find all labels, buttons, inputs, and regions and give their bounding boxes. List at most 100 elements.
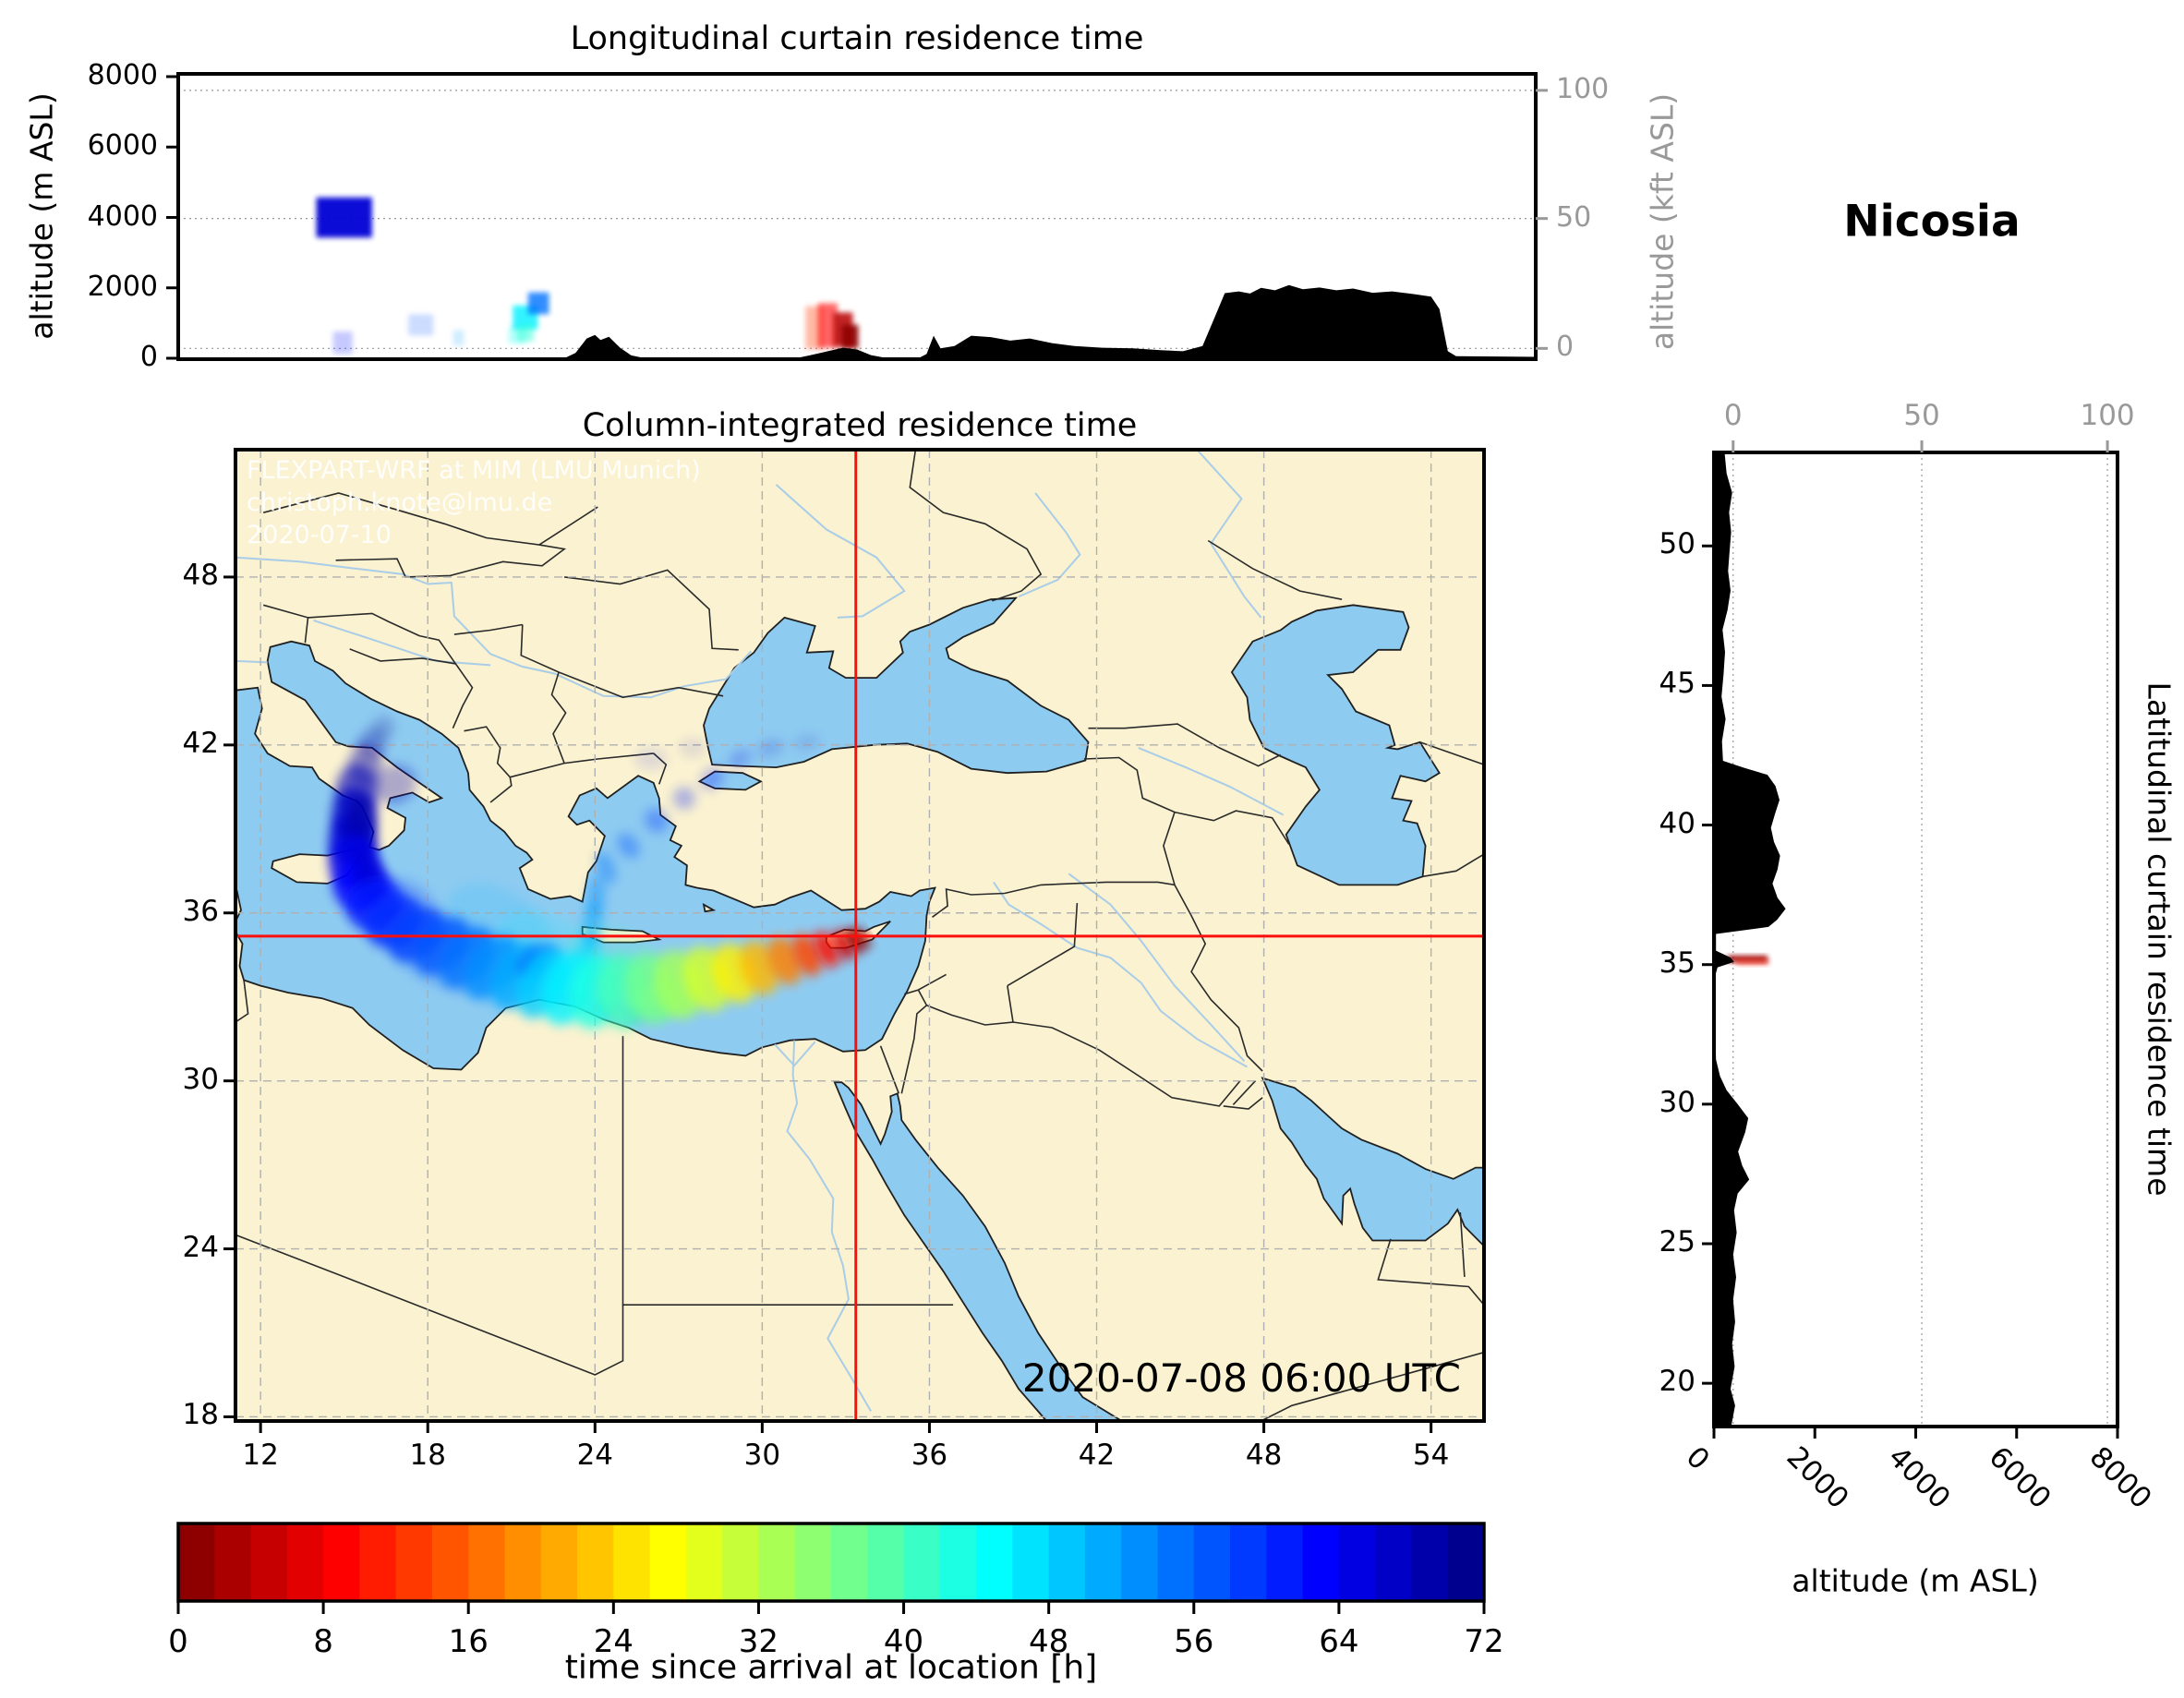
country-border [1377, 1238, 1484, 1306]
river [786, 1040, 872, 1412]
colorbar-segment [1266, 1523, 1304, 1601]
country-border [335, 544, 567, 578]
colorbar-tick-label: 40 [883, 1623, 924, 1660]
top-ytick-right-label: 50 [1556, 200, 1592, 234]
map-xtick-label: 54 [1412, 1439, 1450, 1472]
colorbar-segment [359, 1523, 397, 1601]
colorbar-segment [286, 1523, 324, 1601]
river [774, 1041, 816, 1067]
colorbar-segment [867, 1523, 905, 1601]
colorbar-segment [1338, 1523, 1376, 1601]
right-ytick-label: 20 [1659, 1365, 1695, 1399]
colorbar-segment [649, 1523, 687, 1601]
country-border [1207, 539, 1343, 600]
colorbar-segment [903, 1523, 941, 1601]
right-ytick-label: 25 [1659, 1224, 1695, 1258]
colorbar-segment [1157, 1523, 1195, 1601]
top-residence-patch [408, 314, 434, 336]
colorbar-segment [504, 1523, 542, 1601]
map-ytick-label: 24 [182, 1230, 219, 1264]
country-border [879, 1045, 900, 1094]
river [1018, 492, 1081, 598]
plume-blob [672, 787, 696, 810]
country-border [564, 569, 739, 651]
right-ytick-label: 30 [1659, 1085, 1695, 1119]
watermark-line3: 2020-07-10 [247, 521, 392, 549]
colorbar-segment [395, 1523, 433, 1601]
plume-blob [596, 851, 616, 885]
colorbar-segment [794, 1523, 832, 1601]
colorbar-segment [976, 1523, 1013, 1601]
plume-blob [372, 764, 416, 804]
top-residence-patch [332, 331, 353, 355]
station-title: Nicosia [1843, 196, 2021, 247]
plume-blob [700, 767, 724, 790]
country-border [904, 973, 947, 995]
colorbar-tick-label: 8 [313, 1623, 333, 1660]
colorbar-segment [758, 1523, 796, 1601]
right-xtick-top-label: 50 [1903, 399, 1940, 432]
plume-blob [371, 716, 395, 741]
colorbar-segment [722, 1523, 760, 1601]
country-border [1223, 1097, 1263, 1110]
top-panel-ylabel-right: altitude (kft ASL) [1644, 92, 1681, 351]
map-xtick-label: 30 [743, 1439, 781, 1472]
colorbar-segment [540, 1523, 578, 1601]
plume-blob [792, 733, 821, 752]
top-residence-patch [817, 303, 838, 348]
top-residence-patch [527, 292, 549, 315]
right-ytick-label: 35 [1659, 945, 1695, 980]
river [235, 659, 268, 664]
map-ytick-label: 42 [182, 726, 219, 760]
country-border [550, 671, 567, 764]
colorbar-tick-label: 64 [1319, 1623, 1359, 1660]
watermark: FLEXPART-WRF at MIM (LMU Munich) christo… [247, 454, 701, 551]
country-border [1088, 723, 1282, 767]
plume-blob [791, 933, 822, 976]
country-border [932, 881, 1176, 918]
colorbar-segment [1447, 1523, 1485, 1601]
map-timestamp: 2020-07-08 06:00 UTC [1021, 1355, 1461, 1401]
country-border [1012, 1021, 1241, 1107]
plume-blob [678, 738, 706, 758]
map-ytick-label: 48 [182, 558, 219, 592]
map-ytick-label: 30 [182, 1062, 219, 1096]
map-xtick-label: 48 [1245, 1439, 1283, 1472]
country-border [1232, 1080, 1257, 1105]
colorbar-segment [178, 1523, 215, 1601]
river [1196, 450, 1262, 619]
colorbar-tick-label: 56 [1174, 1623, 1214, 1660]
colorbar-segment [685, 1523, 723, 1601]
right-panel-ylabel: Latitudinal curtain residence time [2141, 681, 2178, 1197]
right-terrain-profile [1715, 452, 1786, 1427]
country-border [520, 624, 560, 673]
colorbar-segment [1084, 1523, 1122, 1601]
top-residence-patch [316, 197, 372, 238]
watermark-line2: christoph.knote@lmu.de [247, 488, 553, 517]
colorbar-segment [214, 1523, 252, 1601]
longitudinal-curtain-panel [166, 72, 1548, 361]
top-ytick-label: 6000 [87, 129, 158, 163]
country-border [1261, 1351, 1484, 1421]
colorbar-tick-label: 0 [168, 1623, 188, 1660]
country-border [235, 980, 249, 1023]
country-border [510, 753, 654, 778]
country-border [909, 450, 1043, 602]
right-ytick-label: 45 [1659, 667, 1695, 701]
top-ytick-label: 0 [139, 341, 158, 373]
colorbar-segment [1302, 1523, 1340, 1601]
right-panel-xlabel: altitude (m ASL) [1792, 1562, 2039, 1599]
map-ytick-label: 18 [182, 1398, 219, 1432]
country-border [1174, 885, 1263, 1072]
colorbar-segment [323, 1523, 360, 1601]
plume-blob [814, 931, 839, 968]
map-xtick-label: 24 [576, 1439, 614, 1472]
colorbar-segment [939, 1523, 977, 1601]
plume-blob [617, 833, 640, 859]
colorbar-tick-label: 48 [1029, 1623, 1069, 1660]
right-ytick-label: 50 [1659, 527, 1695, 561]
plume-blob [633, 747, 668, 771]
country-border [926, 985, 1014, 1026]
country-border [453, 623, 523, 635]
